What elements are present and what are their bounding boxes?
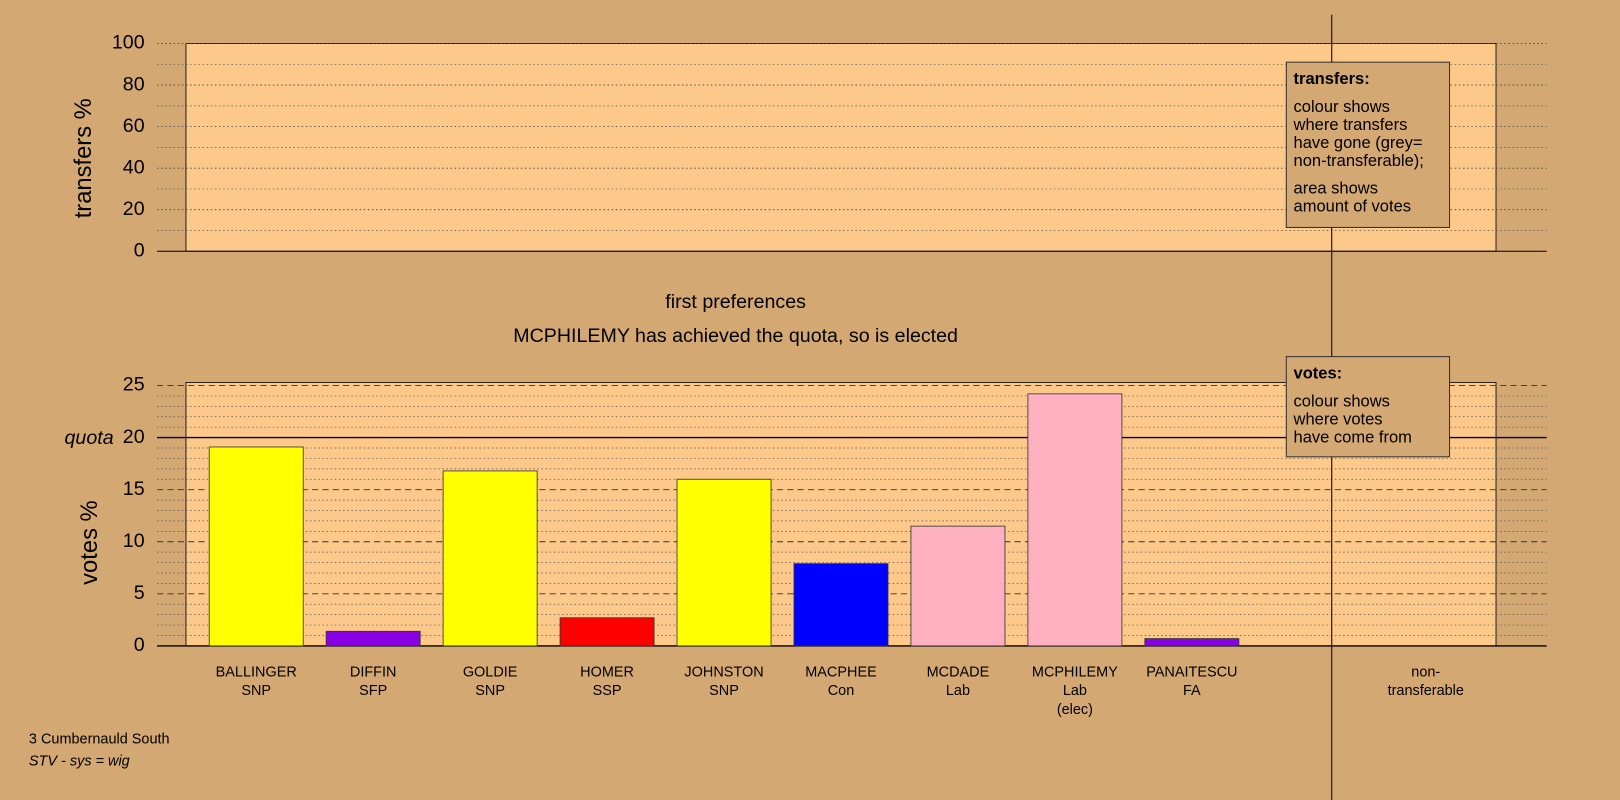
legend-text: non-transferable); xyxy=(1294,151,1424,170)
category-label: HOMER xyxy=(580,665,634,681)
bar xyxy=(325,630,421,647)
legend-text: colour shows xyxy=(1294,391,1390,410)
category-label: (elec) xyxy=(1057,702,1093,718)
legend-text: area shows xyxy=(1294,179,1378,198)
category-label: Con xyxy=(828,683,855,699)
category-label: JOHNSTON xyxy=(684,665,763,681)
y-axis-title: votes % xyxy=(76,500,103,584)
chart-subtitle: MCPHILEMY has achieved the quota, so is … xyxy=(513,325,958,347)
category-label: SNP xyxy=(709,683,739,699)
category-label: FA xyxy=(1183,683,1201,699)
chart-title: first preferences xyxy=(665,291,806,313)
category-label: non- xyxy=(1411,665,1440,681)
y-tick-label: 40 xyxy=(123,156,145,178)
legend-box xyxy=(1285,356,1451,458)
quota-label: quota xyxy=(65,427,114,449)
category-label: Lab xyxy=(946,683,970,699)
category-label: transferable xyxy=(1388,683,1464,699)
y-tick-label: 25 xyxy=(123,374,145,396)
y-tick-label: 60 xyxy=(123,115,145,137)
category-label: PANAITESCU xyxy=(1146,665,1237,681)
y-axis-title: transfers % xyxy=(70,98,97,218)
y-tick-label: 100 xyxy=(112,32,145,54)
category-label: SSP xyxy=(593,683,622,699)
bar xyxy=(1144,638,1240,647)
system-note: STV - sys = wig xyxy=(29,753,130,769)
legend-box xyxy=(1285,61,1451,228)
category-label: SFP xyxy=(359,683,387,699)
y-tick-label: 20 xyxy=(123,426,145,448)
legend-text: where transfers xyxy=(1293,115,1408,134)
legend-text: have gone (grey= xyxy=(1294,133,1423,152)
category-label: Lab xyxy=(1063,683,1087,699)
legend-text: colour shows xyxy=(1294,97,1390,116)
legend-title: votes: xyxy=(1294,364,1343,383)
bar xyxy=(208,446,304,647)
y-tick-label: 10 xyxy=(123,530,145,552)
legend-text: amount of votes xyxy=(1294,197,1412,216)
category-label: MACPHEE xyxy=(805,665,877,681)
category-label: GOLDIE xyxy=(463,665,518,681)
y-tick-label: 0 xyxy=(134,634,145,656)
bar xyxy=(910,525,1006,647)
bar xyxy=(442,470,538,647)
category-label: BALLINGER xyxy=(216,665,297,681)
bar xyxy=(676,478,772,647)
legend-title: transfers: xyxy=(1294,69,1370,88)
y-tick-label: 20 xyxy=(123,198,145,220)
y-tick-label: 15 xyxy=(123,478,145,500)
bar xyxy=(559,617,655,647)
category-label: SNP xyxy=(241,683,271,699)
y-tick-label: 0 xyxy=(134,239,145,261)
legend-text: where votes xyxy=(1293,410,1383,429)
bar xyxy=(793,563,889,647)
legend-text: have come from xyxy=(1294,428,1412,447)
category-label: MCDADE xyxy=(927,665,990,681)
y-tick-label: 5 xyxy=(134,582,145,604)
category-label: MCPHILEMY xyxy=(1032,665,1118,681)
category-label: SNP xyxy=(475,683,505,699)
ward-name: 3 Cumbernauld South xyxy=(29,732,170,748)
bar xyxy=(1027,393,1123,647)
category-label: DIFFIN xyxy=(350,665,397,681)
y-tick-label: 80 xyxy=(123,73,145,95)
